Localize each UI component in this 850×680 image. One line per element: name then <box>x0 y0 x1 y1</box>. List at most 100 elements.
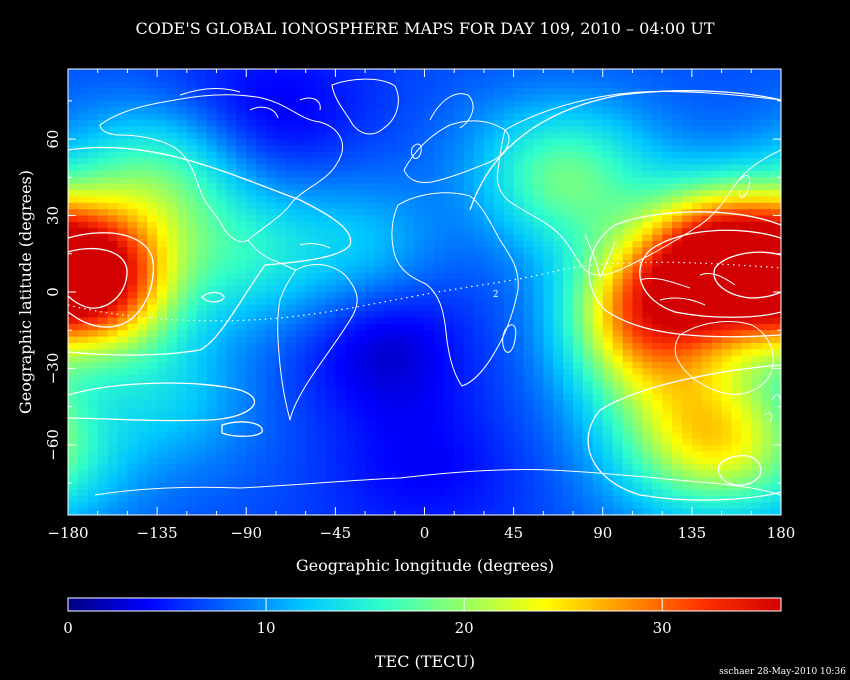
heatmap-cell <box>157 221 168 229</box>
heatmap-cell <box>632 88 643 96</box>
heatmap-cell <box>147 419 158 427</box>
heatmap-cell <box>533 241 544 248</box>
heatmap-cell <box>652 368 663 376</box>
heatmap-cell <box>642 495 653 503</box>
heatmap-cell <box>97 502 109 510</box>
heatmap-cell <box>553 298 564 306</box>
heatmap-cell <box>87 425 99 433</box>
heatmap-cell <box>216 406 228 414</box>
heatmap-cell <box>335 241 346 248</box>
heatmap-cell <box>137 113 148 121</box>
heatmap-cell <box>741 381 752 389</box>
heatmap-cell <box>226 177 237 185</box>
heatmap-cell <box>701 330 713 338</box>
heatmap-cell <box>573 451 584 459</box>
heatmap-cell <box>691 196 703 204</box>
heatmap-cell <box>424 374 435 382</box>
heatmap-cell <box>652 266 663 274</box>
heatmap-cell <box>424 304 435 312</box>
heatmap-cell <box>731 190 742 198</box>
heatmap-cell <box>751 69 762 76</box>
heatmap-cell <box>553 119 564 127</box>
heatmap-cell <box>681 285 693 293</box>
heatmap-cell <box>127 75 138 83</box>
heatmap-cell <box>68 323 79 331</box>
heatmap-cell <box>533 393 544 401</box>
heatmap-cell <box>681 139 693 147</box>
heatmap-cell <box>543 215 554 223</box>
heatmap-cell <box>256 387 267 395</box>
heatmap-cell <box>186 279 198 287</box>
heatmap-cell <box>454 304 465 312</box>
heatmap-cell <box>691 272 703 280</box>
heatmap-cell <box>573 489 584 497</box>
heatmap-cell <box>454 266 465 274</box>
heatmap-cell <box>602 406 614 414</box>
heatmap-cell <box>573 400 584 408</box>
heatmap-cell <box>285 393 297 401</box>
heatmap-cell <box>285 489 297 497</box>
heatmap-cell <box>483 126 495 134</box>
heatmap-cell <box>206 476 218 484</box>
heatmap-cell <box>602 285 614 293</box>
heatmap-cell <box>117 221 129 229</box>
heatmap-cell <box>721 355 733 363</box>
heatmap-cell <box>543 495 554 503</box>
heatmap-cell <box>523 228 535 236</box>
heatmap-cell <box>305 451 317 459</box>
heatmap-cell <box>474 368 485 376</box>
heatmap-cell <box>483 88 495 96</box>
heatmap-cell <box>771 355 781 363</box>
heatmap-cell <box>474 285 485 293</box>
heatmap-cell <box>236 342 247 350</box>
heatmap-cell <box>275 126 287 134</box>
heatmap-cell <box>612 387 624 395</box>
heatmap-cell <box>444 298 455 306</box>
heatmap-cell <box>394 381 406 389</box>
heatmap-cell <box>711 311 723 319</box>
heatmap-cell <box>295 132 307 140</box>
heatmap-cell <box>335 177 346 185</box>
heatmap-cell <box>582 457 594 465</box>
heatmap-cell <box>365 413 376 421</box>
heatmap-cell <box>434 234 445 242</box>
heatmap-cell <box>741 272 752 280</box>
heatmap-cell <box>285 451 297 459</box>
heatmap-cell <box>543 292 554 299</box>
heatmap-cell <box>731 483 742 491</box>
heatmap-cell <box>167 432 178 440</box>
heatmap-cell <box>97 132 109 140</box>
heatmap-cell <box>355 438 366 446</box>
heatmap-cell <box>176 444 188 452</box>
heatmap-cell <box>414 190 426 198</box>
heatmap-cell <box>256 158 267 166</box>
heatmap-cell <box>137 444 148 452</box>
heatmap-cell <box>404 107 416 115</box>
heatmap-cell <box>454 495 465 503</box>
heatmap-cell <box>464 432 475 440</box>
heatmap-cell <box>365 387 376 395</box>
heatmap-cell <box>731 183 742 191</box>
heatmap-cell <box>236 457 247 465</box>
heatmap-cell <box>632 228 643 236</box>
heatmap-cell <box>681 113 693 121</box>
heatmap-cell <box>513 432 525 440</box>
heatmap-cell <box>602 139 614 147</box>
heatmap-cell <box>266 196 277 204</box>
heatmap-cell <box>87 81 99 89</box>
heatmap-cell <box>137 170 148 178</box>
heatmap-cell <box>394 196 406 204</box>
heatmap-cell <box>691 304 703 312</box>
heatmap-cell <box>414 393 426 401</box>
heatmap-cell <box>107 355 119 363</box>
heatmap-cell <box>662 476 673 484</box>
heatmap-cell <box>563 406 574 414</box>
heatmap-cell <box>672 311 683 319</box>
heatmap-cell <box>652 132 663 140</box>
heatmap-cell <box>167 387 178 395</box>
heatmap-cell <box>196 170 208 178</box>
heatmap-cell <box>711 215 723 223</box>
heatmap-cell <box>424 126 435 134</box>
heatmap-cell <box>97 272 109 280</box>
heatmap-cell <box>246 215 257 223</box>
